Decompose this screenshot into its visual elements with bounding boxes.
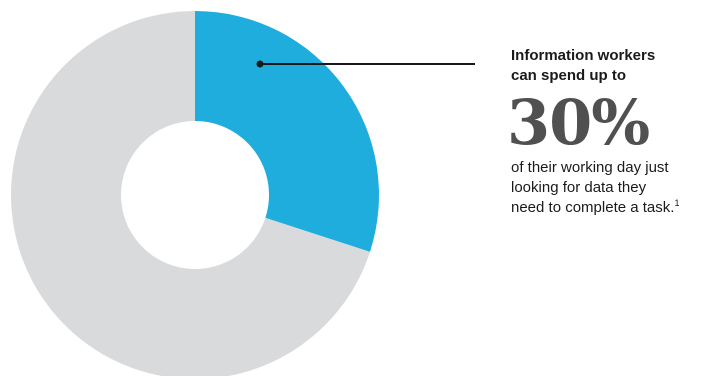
- body-line-2: looking for data they: [511, 179, 647, 196]
- donut-slice-1: [11, 11, 370, 376]
- footnote-marker: 1: [674, 198, 680, 208]
- callout-leader-dot: [256, 60, 264, 68]
- callout: Information workers can spend up to 30% …: [507, 46, 726, 218]
- body-line-3: need to complete a task.1: [511, 198, 726, 218]
- callout-headline: Information workers can spend up to: [511, 46, 726, 86]
- donut-slices: [11, 11, 379, 376]
- headline-line-1: Information workers: [511, 47, 656, 64]
- donut-slice-0: [195, 11, 379, 252]
- body-line-3-text: need to complete a task.: [511, 199, 675, 216]
- callout-body: of their working day just looking for da…: [511, 158, 726, 218]
- headline-line-2: can spend up to: [511, 67, 627, 84]
- percent-value: 30%: [507, 86, 650, 159]
- body-line-1: of their working day just: [511, 159, 669, 176]
